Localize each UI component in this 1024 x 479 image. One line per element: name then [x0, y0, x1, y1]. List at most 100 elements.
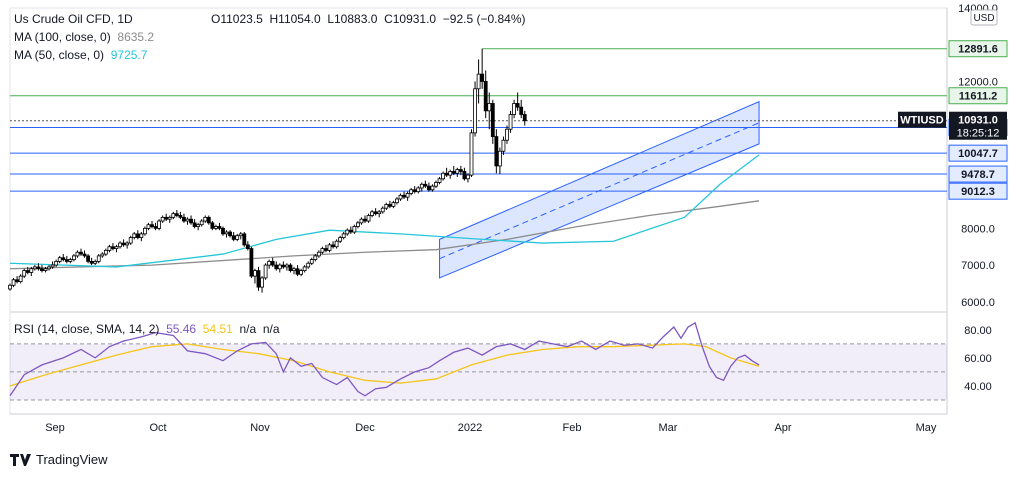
candle-112[interactable] — [405, 191, 410, 201]
candle-26[interactable] — [100, 252, 105, 258]
candle-81[interactable] — [295, 265, 300, 277]
candle-4[interactable] — [22, 268, 27, 278]
candle-134[interactable] — [483, 70, 488, 119]
currency-box[interactable]: USD — [970, 9, 998, 26]
candle-102[interactable] — [370, 210, 375, 218]
candle-21[interactable] — [82, 250, 87, 258]
candle-103[interactable] — [373, 208, 378, 216]
candle-140[interactable] — [505, 125, 509, 144]
candle-118[interactable] — [426, 182, 431, 192]
candle-10[interactable] — [43, 266, 48, 273]
rsi-sma-line[interactable] — [9, 343, 760, 387]
candle-91[interactable] — [331, 241, 335, 249]
candle-5[interactable] — [25, 266, 30, 275]
candle-82[interactable] — [299, 268, 304, 277]
candle-100[interactable] — [363, 215, 367, 223]
candle-59[interactable] — [217, 222, 222, 231]
candle-32[interactable] — [121, 239, 126, 247]
ma100-legend[interactable]: MA (100, close, 0) 8635.2 — [14, 30, 154, 44]
candle-55[interactable] — [203, 215, 208, 223]
candle-116[interactable] — [419, 182, 424, 192]
candle-130[interactable] — [469, 129, 474, 177]
candle-20[interactable] — [79, 248, 83, 256]
candle-72[interactable] — [263, 263, 268, 280]
candle-109[interactable] — [395, 197, 399, 205]
candle-61[interactable] — [224, 230, 229, 238]
candle-49[interactable] — [182, 213, 186, 223]
candle-30[interactable] — [114, 244, 119, 253]
candle-138[interactable] — [497, 147, 502, 175]
candle-36[interactable] — [135, 230, 140, 240]
candle-117[interactable] — [423, 180, 428, 188]
candle-50[interactable] — [185, 217, 190, 225]
candle-94[interactable] — [341, 232, 346, 240]
candle-24[interactable] — [93, 259, 98, 266]
candle-1[interactable] — [11, 277, 16, 288]
candle-110[interactable] — [398, 193, 403, 201]
ma50-legend[interactable]: MA (50, close, 0) 9725.7 — [14, 48, 147, 62]
candle-80[interactable] — [292, 266, 296, 275]
candle-46[interactable] — [171, 211, 176, 220]
candle-108[interactable] — [391, 200, 396, 209]
candle-71[interactable] — [260, 276, 264, 293]
candle-85[interactable] — [309, 257, 314, 266]
candle-7[interactable] — [32, 265, 37, 271]
candle-54[interactable] — [199, 219, 204, 227]
candle-97[interactable] — [352, 224, 357, 234]
candle-92[interactable] — [334, 239, 339, 249]
candle-3[interactable] — [18, 274, 23, 284]
candle-40[interactable] — [150, 221, 154, 229]
candle-67[interactable] — [245, 241, 250, 251]
candle-96[interactable] — [348, 226, 353, 234]
candle-74[interactable] — [270, 257, 275, 267]
candle-107[interactable] — [387, 200, 392, 209]
candle-31[interactable] — [118, 241, 122, 249]
candle-143[interactable] — [515, 92, 520, 111]
candle-12[interactable] — [50, 261, 55, 269]
candle-139[interactable] — [501, 136, 506, 155]
candle-51[interactable] — [189, 215, 193, 225]
candle-52[interactable] — [192, 219, 197, 229]
candle-144[interactable] — [519, 99, 524, 119]
candle-76[interactable] — [277, 263, 282, 273]
candle-84[interactable] — [306, 261, 311, 269]
candle-2[interactable] — [15, 276, 20, 284]
candle-133[interactable] — [480, 48, 485, 89]
candle-65[interactable] — [238, 232, 243, 240]
candle-128[interactable] — [462, 167, 467, 181]
candle-38[interactable] — [142, 226, 147, 236]
candle-70[interactable] — [256, 266, 261, 291]
candle-6[interactable] — [29, 266, 34, 277]
candle-95[interactable] — [345, 228, 350, 236]
candle-68[interactable] — [249, 246, 254, 278]
candle-62[interactable] — [228, 230, 233, 238]
candle-87[interactable] — [316, 250, 321, 258]
candle-29[interactable] — [111, 243, 115, 251]
candle-137[interactable] — [494, 129, 499, 174]
candle-83[interactable] — [302, 265, 307, 273]
candle-105[interactable] — [380, 206, 385, 214]
candle-44[interactable] — [164, 213, 169, 222]
candle-111[interactable] — [402, 191, 406, 199]
candle-127[interactable] — [458, 165, 463, 176]
rsi-line[interactable] — [9, 321, 760, 397]
candle-104[interactable] — [377, 210, 382, 218]
candle-122[interactable] — [441, 171, 446, 181]
candle-66[interactable] — [242, 232, 247, 247]
candle-114[interactable] — [412, 186, 417, 194]
candle-37[interactable] — [139, 232, 144, 242]
candle-58[interactable] — [213, 224, 218, 231]
candle-47[interactable] — [174, 210, 179, 218]
rsi-legend[interactable]: RSI (14, close, SMA, 14, 2) 55.46 54.51 … — [14, 322, 280, 336]
candle-9[interactable] — [40, 265, 44, 273]
candle-23[interactable] — [89, 257, 94, 266]
candle-79[interactable] — [288, 263, 293, 273]
candle-131[interactable] — [473, 81, 477, 137]
candle-120[interactable] — [434, 180, 438, 188]
candle-27[interactable] — [103, 248, 108, 256]
candle-89[interactable] — [324, 244, 328, 253]
candle-145[interactable] — [522, 110, 527, 126]
candle-48[interactable] — [178, 211, 183, 220]
candle-132[interactable] — [476, 59, 481, 104]
